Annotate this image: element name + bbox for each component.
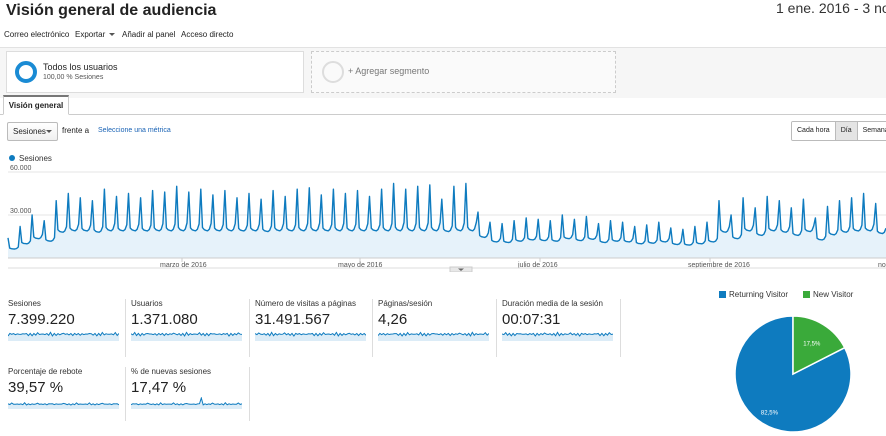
metric-sparkline xyxy=(131,397,242,409)
metric-divider xyxy=(125,299,126,357)
empty-circle-icon xyxy=(322,61,344,83)
metric-divider xyxy=(249,299,250,357)
metric-label: Porcentaje de rebote xyxy=(8,367,83,376)
email-button[interactable]: Correo electrónico xyxy=(4,30,70,39)
x-tick-label: septiembre de 2016 xyxy=(688,262,750,269)
tab-divider xyxy=(0,114,886,115)
metric-sparkline xyxy=(8,331,119,341)
chevron-down-icon xyxy=(458,268,464,271)
metric-divider xyxy=(249,367,250,421)
metric-tile[interactable]: % de nuevas sesiones 17,47 % xyxy=(131,367,248,409)
tab-overview[interactable]: Visión general xyxy=(3,95,69,115)
granularity-toggle: Cada hora Día Semana xyxy=(791,121,886,141)
metric-select-value: Sesiones xyxy=(13,127,46,136)
metric-label: Páginas/sesión xyxy=(378,299,433,308)
series-legend-label: Sesiones xyxy=(19,154,52,163)
metric-value: 00:07:31 xyxy=(502,311,561,328)
pie-slice-label: 17,5% xyxy=(803,341,821,347)
page-title: Visión general de audiencia xyxy=(6,2,217,19)
export-label: Exportar xyxy=(75,30,106,39)
sparkline-fill xyxy=(131,332,242,341)
pie-legend-label: Returning Visitor xyxy=(729,290,788,299)
sparkline-line xyxy=(255,331,366,337)
sparkline-line xyxy=(8,402,119,406)
metric-label: Sesiones xyxy=(8,299,41,308)
sparkline-line xyxy=(8,331,119,337)
metric-divider xyxy=(125,367,126,421)
y-tick-label: 30.000 xyxy=(10,208,32,215)
legend-swatch xyxy=(719,291,726,298)
legend-swatch xyxy=(803,291,810,298)
versus-label: frente a xyxy=(62,126,90,135)
add-segment-button[interactable]: + Agregar segmento xyxy=(311,51,616,93)
metric-value: 7.399.220 xyxy=(8,311,75,328)
y-tick-label: 60.000 xyxy=(10,165,32,172)
x-tick-label: no xyxy=(878,262,886,269)
metric-divider xyxy=(620,299,621,357)
metric-sparkline xyxy=(8,402,119,409)
x-tick-label: marzo de 2016 xyxy=(160,262,207,269)
visitor-type-pie: 82,5% 17,5% xyxy=(734,315,852,433)
shortcut-button[interactable]: Acceso directo xyxy=(181,30,234,39)
granularity-hourly[interactable]: Cada hora xyxy=(792,122,836,140)
segment-ring-icon xyxy=(15,61,37,83)
metric-label: Número de visitas a páginas xyxy=(255,299,356,308)
metric-select[interactable]: Sesiones xyxy=(7,122,58,141)
metric-value: 39,57 % xyxy=(8,379,64,396)
pie-legend-label: New Visitor xyxy=(813,290,854,299)
sparkline-line xyxy=(378,331,489,337)
granularity-day[interactable]: Día xyxy=(835,122,858,140)
metric-label: Usuarios xyxy=(131,299,163,308)
metric-tile[interactable]: Porcentaje de rebote 39,57 % xyxy=(8,367,125,409)
metric-divider xyxy=(372,299,373,357)
granularity-week[interactable]: Semana xyxy=(857,122,886,140)
metric-tile[interactable]: Usuarios 1.371.080 xyxy=(131,299,248,341)
date-range-picker[interactable]: 1 ene. 2016 - 3 nov. 2 xyxy=(776,0,886,16)
metric-tile[interactable]: Sesiones 7.399.220 xyxy=(8,299,125,341)
metric-value: 1.371.080 xyxy=(131,311,198,328)
pie-slice-label: 82,5% xyxy=(761,411,779,417)
metric-tile[interactable]: Número de visitas a páginas 31.491.567 xyxy=(255,299,372,341)
export-button[interactable]: Exportar xyxy=(75,30,116,39)
sparkline-line xyxy=(131,397,242,406)
metric-value: 31.491.567 xyxy=(255,311,331,328)
metric-value: 17,47 % xyxy=(131,379,187,396)
metric-sparkline xyxy=(378,331,489,341)
series-line xyxy=(7,182,886,250)
report-toolbar: Correo electrónico Exportar Añadir al pa… xyxy=(0,22,886,48)
metric-divider xyxy=(496,299,497,357)
sparkline-fill xyxy=(8,332,119,341)
chevron-down-icon xyxy=(109,33,116,37)
x-tick-label: julio de 2016 xyxy=(517,262,558,269)
metric-sparkline xyxy=(255,331,366,341)
add-to-panel-button[interactable]: Añadir al panel xyxy=(122,30,176,39)
metric-label: Duración media de la sesión xyxy=(502,299,603,308)
add-segment-label: + Agregar segmento xyxy=(348,66,430,76)
select-metric-link[interactable]: Seleccione una métrica xyxy=(98,127,171,134)
chevron-down-icon xyxy=(46,130,52,133)
metric-tile[interactable]: Páginas/sesión 4,26 xyxy=(378,299,495,341)
pie-slice-new[interactable] xyxy=(792,315,846,376)
segment-all-users[interactable]: Todos los usuarios 100,00 % Sesiones xyxy=(6,51,304,93)
sparkline-line xyxy=(131,331,242,337)
sessions-chart: 60.000 30.000 marzo de 2016 mayo de 2016 jul… xyxy=(7,165,886,272)
pie-legend-returning: Returning Visitor xyxy=(719,290,788,299)
sparkline-fill xyxy=(502,332,613,341)
series-area xyxy=(8,183,886,258)
segment-sublabel: 100,00 % Sesiones xyxy=(43,74,104,81)
sparkline-fill xyxy=(378,332,489,341)
metric-sparkline xyxy=(131,331,242,341)
sparkline-line xyxy=(502,331,613,337)
series-legend-dot xyxy=(9,155,15,161)
segment-label: Todos los usuarios xyxy=(43,62,118,72)
x-tick-label: mayo de 2016 xyxy=(338,262,382,269)
metric-sparkline xyxy=(502,331,613,341)
metric-tile[interactable]: Duración media de la sesión 00:07:31 xyxy=(502,299,619,341)
metric-label: % de nuevas sesiones xyxy=(131,367,212,376)
pie-legend-new: New Visitor xyxy=(803,290,853,299)
metric-value: 4,26 xyxy=(378,311,408,328)
